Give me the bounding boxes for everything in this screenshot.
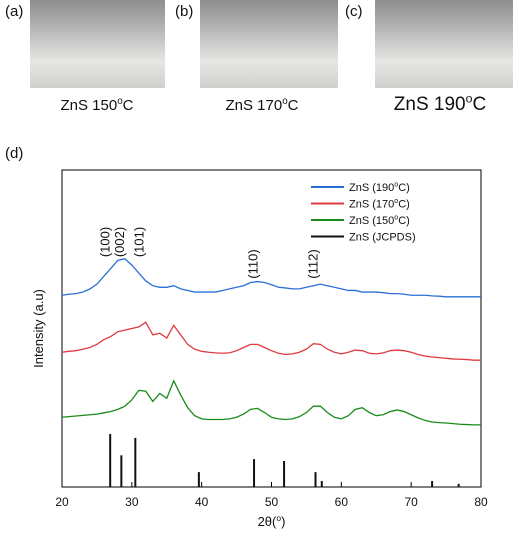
caption-sup: o — [282, 96, 288, 107]
caption-text: ZnS 170 — [226, 97, 283, 114]
x-axis-label-end: ) — [281, 514, 285, 529]
legend-label-end: C) — [398, 182, 410, 194]
plot-frame — [61, 169, 482, 488]
legend-label: ZnS (190oC) — [349, 181, 410, 194]
annotation: (110) — [245, 249, 260, 278]
legend-label-text: ZnS (JCPDS) — [349, 232, 416, 244]
annotation: (002) — [112, 227, 127, 257]
x-tick-label: 40 — [195, 495, 209, 509]
caption-end: C — [123, 97, 134, 114]
photo — [200, 0, 338, 88]
panel-label: (b) — [175, 3, 193, 20]
legend-label-text: ZnS (190 — [349, 182, 394, 194]
panel-label: (d) — [5, 145, 23, 162]
x-axis-label-text: 2θ( — [258, 514, 277, 529]
panel-label: (a) — [5, 3, 23, 20]
x-tick-label: 70 — [404, 495, 418, 509]
legend-label-end: C) — [398, 199, 410, 211]
x-tick-label: 60 — [335, 495, 349, 509]
legend-label-sup: o — [394, 181, 398, 189]
x-axis-label: 2θ(o) — [258, 513, 286, 529]
caption: ZnS 190oC — [394, 91, 486, 115]
y-axis-label: Intensity (a.u) — [31, 289, 46, 368]
x-axis-label-sup: o — [276, 513, 281, 523]
legend-label-end: C) — [398, 215, 410, 227]
annotation: (112) — [305, 249, 320, 278]
series-line — [61, 321, 481, 361]
series-line — [61, 258, 481, 298]
caption-end: C — [288, 97, 299, 114]
legend-label-sup: o — [394, 214, 398, 222]
legend-label-text: ZnS (150 — [349, 215, 394, 227]
caption-sup: o — [466, 91, 473, 105]
x-tick-label: 50 — [265, 495, 279, 509]
panel-label: (c) — [345, 3, 363, 20]
series-line — [61, 379, 481, 426]
caption-sup: o — [117, 96, 123, 107]
photo — [375, 0, 513, 88]
legend-label: ZnS (JCPDS) — [349, 232, 416, 244]
annotation: (100) — [97, 227, 112, 257]
legend-label: ZnS (150oC) — [349, 214, 410, 227]
x-tick-label: 30 — [125, 495, 139, 509]
photo — [30, 0, 165, 88]
legend-label-sup: o — [394, 197, 398, 205]
caption-text: ZnS 150 — [61, 97, 118, 114]
annotation: (101) — [132, 227, 147, 257]
caption: ZnS 150oC — [61, 96, 134, 114]
caption: ZnS 170oC — [226, 96, 299, 114]
x-tick-label: 80 — [474, 495, 488, 509]
caption-end: C — [472, 94, 486, 115]
legend-label-text: ZnS (170 — [349, 199, 394, 211]
x-tick-label: 20 — [55, 495, 69, 509]
caption-text: ZnS 190 — [394, 94, 466, 115]
legend-label: ZnS (170oC) — [349, 197, 410, 210]
